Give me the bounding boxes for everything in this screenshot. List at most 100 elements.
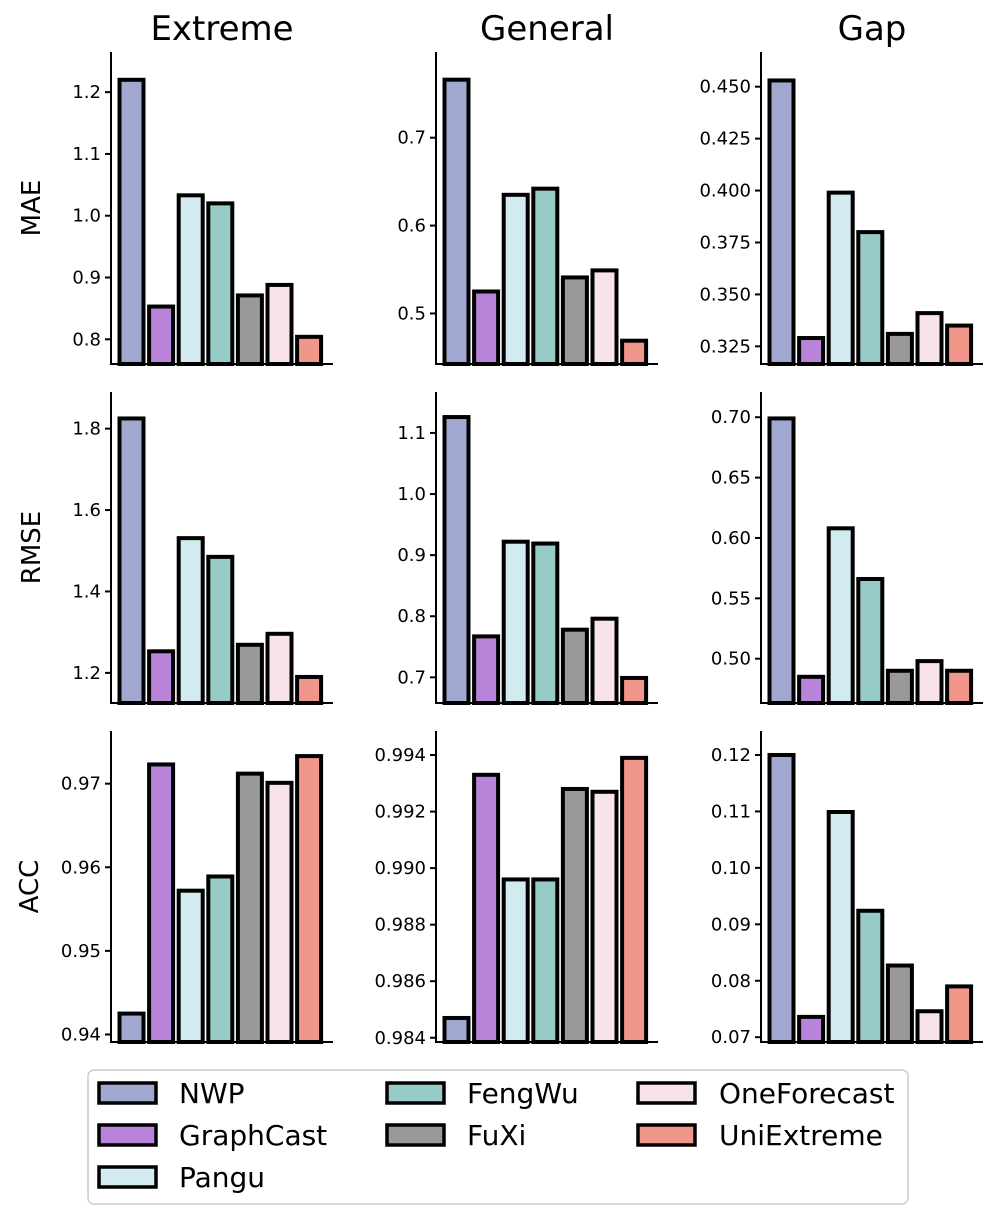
- bar-oneforecast: [590, 616, 619, 705]
- panels-group: 0.80.91.01.11.20.50.60.70.3250.3500.3750…: [61, 52, 983, 1049]
- bar-graphcast: [797, 336, 826, 366]
- y-tick-label: 1.6: [72, 500, 101, 521]
- bar-fuxi: [885, 668, 914, 706]
- axis-spines: [110, 731, 333, 1043]
- bar-fengwu: [531, 186, 560, 366]
- bar-pangu: [501, 539, 530, 706]
- y-tick-label: 0.994: [374, 745, 426, 766]
- bar-graphcast: [472, 634, 501, 706]
- bar-graphcast: [472, 289, 501, 366]
- legend-swatch: [636, 1123, 697, 1147]
- y-tick-label: 0.375: [699, 232, 751, 253]
- bar-oneforecast: [265, 282, 294, 367]
- axis-spines: [760, 731, 983, 1043]
- bar-fengwu: [206, 201, 235, 366]
- bar-uniextreme: [620, 675, 649, 706]
- column-title-extreme: Extreme: [150, 9, 293, 49]
- bar-pangu: [826, 526, 855, 705]
- bar-fengwu: [531, 541, 560, 706]
- bar-nwp: [767, 78, 796, 367]
- bar-nwp: [117, 416, 146, 705]
- bar-pangu: [176, 193, 205, 366]
- y-tick-label: 1.4: [72, 581, 101, 602]
- bar-fuxi: [885, 331, 914, 367]
- y-tick-label: 0.50: [711, 649, 751, 670]
- legend-label: FuXi: [467, 1119, 526, 1152]
- y-tick-label: 1.1: [397, 423, 426, 444]
- y-tick-label: 1.0: [397, 484, 426, 505]
- row-labels: MAE RMSE ACC: [15, 180, 47, 914]
- y-tick-label: 0.08: [711, 971, 751, 992]
- bar-pangu: [826, 190, 855, 366]
- bar-uniextreme: [620, 755, 649, 1044]
- axis-spines: [760, 52, 983, 365]
- y-tick-label: 0.986: [374, 971, 426, 992]
- bar-uniextreme: [295, 334, 324, 367]
- bar-uniextreme: [295, 674, 324, 706]
- bar-uniextreme: [945, 668, 974, 706]
- y-tick-label: 0.9: [397, 545, 426, 566]
- bar-uniextreme: [945, 323, 974, 367]
- bar-oneforecast: [265, 780, 294, 1045]
- y-tick-label: 0.11: [711, 801, 751, 822]
- bar-oneforecast: [915, 311, 944, 366]
- legend-swatch: [636, 1081, 697, 1105]
- bar-nwp: [117, 77, 146, 367]
- bar-oneforecast: [915, 659, 944, 705]
- y-tick-label: 0.07: [711, 1027, 751, 1048]
- column-title-general: General: [480, 9, 614, 49]
- legend-label: OneForecast: [719, 1077, 895, 1110]
- axis-spines: [110, 52, 333, 365]
- bar-fuxi: [560, 275, 589, 366]
- y-tick-label: 0.60: [711, 528, 751, 549]
- row-label-mae: MAE: [17, 180, 47, 237]
- axis-spines: [435, 52, 658, 365]
- bar-nwp: [442, 415, 471, 705]
- y-tick-label: 1.0: [72, 206, 101, 227]
- legend-label: FengWu: [467, 1077, 579, 1110]
- panel-acc-gap: 0.07 0.08 0.09 0.10 0.11 0.12: [711, 731, 983, 1048]
- bar-nwp: [117, 1011, 146, 1045]
- bar-fengwu: [856, 908, 885, 1045]
- bar-fengwu: [531, 877, 560, 1044]
- panel-acc-general: 0.984 0.986 0.988 0.990 0.992 0.994: [374, 731, 658, 1049]
- legend-item-fuxi: FuXi: [385, 1119, 526, 1152]
- bar-graphcast: [147, 304, 176, 367]
- legend-label: GraphCast: [179, 1119, 327, 1152]
- y-tick-label: 0.12: [711, 745, 751, 766]
- y-tick-label: 0.425: [699, 129, 751, 150]
- bar-uniextreme: [620, 338, 649, 366]
- y-tick-label: 0.70: [711, 407, 751, 428]
- y-tick-label: 1.2: [72, 82, 101, 103]
- panel-rmse-gap: 0.50 0.55 0.60 0.65 0.70: [711, 392, 983, 706]
- bar-graphcast: [797, 1014, 826, 1045]
- bar-fuxi: [235, 771, 264, 1044]
- legend-item-fengwu: FengWu: [385, 1077, 579, 1110]
- legend-item-nwp: NWP: [97, 1077, 245, 1110]
- panel-rmse-general: 0.7 0.8 0.9 1.0 1.1: [397, 392, 658, 706]
- bar-fuxi: [885, 963, 914, 1045]
- bar-fengwu: [856, 230, 885, 366]
- row-label-rmse: RMSE: [17, 511, 47, 584]
- panel-rmse-extreme: 1.2 1.4 1.6 1.8: [72, 392, 333, 706]
- y-tick-label: 0.400: [699, 181, 751, 202]
- y-tick-label: 0.8: [72, 329, 101, 350]
- y-tick-label: 0.09: [711, 914, 751, 935]
- y-tick-label: 0.96: [61, 857, 101, 878]
- y-tick-label: 0.7: [397, 667, 426, 688]
- legend-frame: [87, 1069, 909, 1205]
- y-tick-label: 1.8: [72, 419, 101, 440]
- legend-item-pangu: Pangu: [97, 1161, 265, 1194]
- legend-item-oneforecast: OneForecast: [636, 1077, 895, 1110]
- bar-fengwu: [206, 874, 235, 1044]
- y-tick-label: 0.988: [374, 915, 426, 936]
- y-tick-label: 0.65: [711, 468, 751, 489]
- bar-oneforecast: [590, 789, 619, 1044]
- y-tick-label: 0.95: [61, 941, 101, 962]
- bar-pangu: [176, 536, 205, 706]
- legend-swatch: [97, 1123, 158, 1147]
- bar-nwp: [442, 77, 471, 367]
- y-tick-label: 1.2: [72, 663, 101, 684]
- y-tick-label: 0.6: [397, 216, 426, 237]
